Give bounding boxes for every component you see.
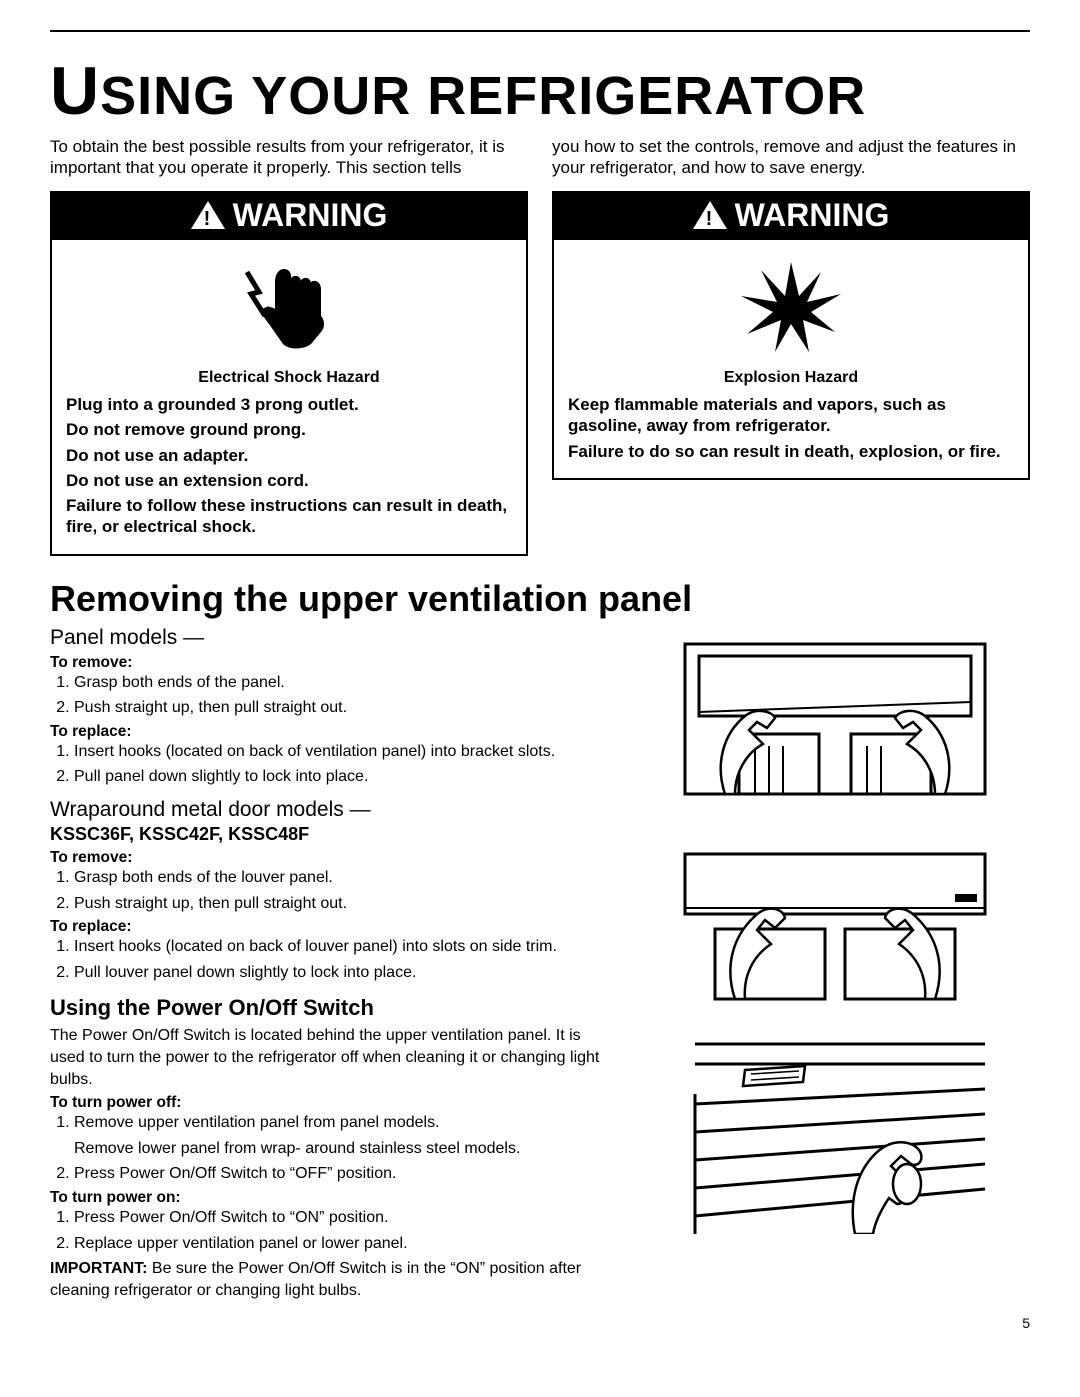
- illus-power-switch: [675, 1034, 995, 1234]
- top-rule: [50, 30, 1030, 32]
- warning-label: WARNING: [233, 197, 388, 234]
- illus-panel-remove: [675, 634, 995, 804]
- power-on-label: To turn power on:: [50, 1189, 610, 1207]
- warning-body-2: Explosion Hazard Keep flammable material…: [554, 367, 1028, 478]
- intro-right: you how to set the controls, remove and …: [552, 136, 1030, 179]
- warning-header: WARNING: [52, 193, 526, 240]
- warning-box-electrical: WARNING Electrical Shock Hazard Plug int…: [50, 191, 528, 556]
- pr-step-2: Push straight up, then pull straight out…: [74, 697, 610, 719]
- power-on-steps: Press Power On/Off Switch to “ON” positi…: [74, 1207, 610, 1254]
- title-cap-u: U: [50, 53, 100, 129]
- important-note: IMPORTANT: Be sure the Power On/Off Swit…: [50, 1258, 610, 1301]
- poff-step-1: Remove upper ventilation panel from pane…: [74, 1112, 610, 1134]
- intro-left: To obtain the best possible results from…: [50, 136, 528, 179]
- hazard-title-1: Electrical Shock Hazard: [66, 367, 512, 389]
- power-title: Using the Power On/Off Switch: [50, 995, 610, 1021]
- wr-step-1: Grasp both ends of the louver panel.: [74, 867, 610, 889]
- pon-step-2: Replace upper ventilation panel or lower…: [74, 1233, 610, 1255]
- content-left: Panel models — To remove: Grasp both end…: [50, 624, 610, 1306]
- intro-row: To obtain the best possible results from…: [50, 136, 1030, 556]
- wrap-remove-steps: Grasp both ends of the louver panel. Pus…: [74, 867, 610, 914]
- to-remove-2: To remove:: [50, 849, 610, 867]
- to-replace-1: To replace:: [50, 723, 610, 741]
- wrep-step-2: Pull louver panel down slightly to lock …: [74, 962, 610, 984]
- to-replace-2: To replace:: [50, 918, 610, 936]
- warning-box-explosion: WARNING Explosion Hazard Keep flammable …: [552, 191, 1030, 480]
- illus-louver-remove: [675, 834, 995, 1004]
- warn1-line0: Plug into a grounded 3 prong outlet.: [66, 394, 512, 415]
- power-desc: The Power On/Off Switch is located behin…: [50, 1025, 610, 1090]
- poff-extra: Remove lower panel from wrap- around sta…: [74, 1138, 610, 1160]
- hazard-title-2: Explosion Hazard: [568, 367, 1014, 389]
- shock-hand-icon: [52, 240, 526, 367]
- warn2-line0: Keep flammable materials and vapors, suc…: [568, 394, 1014, 437]
- title-your: YOUR: [251, 66, 411, 126]
- prep-step-1: Insert hooks (located on back of ventila…: [74, 741, 610, 763]
- wrap-models: KSSC36F, KSSC42F, KSSC48F: [50, 824, 610, 845]
- page-number: 5: [50, 1315, 1030, 1331]
- warning-triangle-icon: [693, 201, 727, 229]
- power-off-label: To turn power off:: [50, 1094, 610, 1112]
- warn1-line1: Do not remove ground prong.: [66, 419, 512, 440]
- page-title: USING YOUR REFRIGERATOR: [50, 52, 1030, 130]
- content-row: Panel models — To remove: Grasp both end…: [50, 624, 1030, 1306]
- warning-label-2: WARNING: [735, 197, 890, 234]
- pr-step-1: Grasp both ends of the panel.: [74, 672, 610, 694]
- wrep-step-1: Insert hooks (located on back of louver …: [74, 936, 610, 958]
- warning-triangle-icon: [191, 201, 225, 229]
- power-off-steps-2: Press Power On/Off Switch to “OFF” posit…: [74, 1163, 610, 1185]
- power-off-steps: Remove upper ventilation panel from pane…: [74, 1112, 610, 1134]
- warning-body-1: Electrical Shock Hazard Plug into a grou…: [52, 367, 526, 554]
- section-removing-title: Removing the upper ventilation panel: [50, 578, 1030, 620]
- prep-step-2: Pull panel down slightly to lock into pl…: [74, 766, 610, 788]
- panel-models-label: Panel models —: [50, 626, 610, 650]
- warn1-line2: Do not use an adapter.: [66, 445, 512, 466]
- wrap-replace-steps: Insert hooks (located on back of louver …: [74, 936, 610, 983]
- title-refrigerator: REFRIGERATOR: [427, 66, 866, 126]
- illustration-column: [640, 624, 1030, 1306]
- pon-step-1: Press Power On/Off Switch to “ON” positi…: [74, 1207, 610, 1229]
- title-sing: SING: [100, 66, 236, 126]
- to-remove-1: To remove:: [50, 654, 610, 672]
- warning-header-2: WARNING: [554, 193, 1028, 240]
- panel-replace-steps: Insert hooks (located on back of ventila…: [74, 741, 610, 788]
- wrap-label: Wraparound metal door models —: [50, 798, 610, 822]
- warn1-line3: Do not use an extension cord.: [66, 470, 512, 491]
- important-label: IMPORTANT:: [50, 1260, 147, 1277]
- explosion-icon: [554, 240, 1028, 367]
- warn1-line4: Failure to follow these instructions can…: [66, 495, 512, 538]
- panel-remove-steps: Grasp both ends of the panel. Push strai…: [74, 672, 610, 719]
- warn2-line1: Failure to do so can result in death, ex…: [568, 441, 1014, 462]
- wr-step-2: Push straight up, then pull straight out…: [74, 893, 610, 915]
- poff-step-2: Press Power On/Off Switch to “OFF” posit…: [74, 1163, 610, 1185]
